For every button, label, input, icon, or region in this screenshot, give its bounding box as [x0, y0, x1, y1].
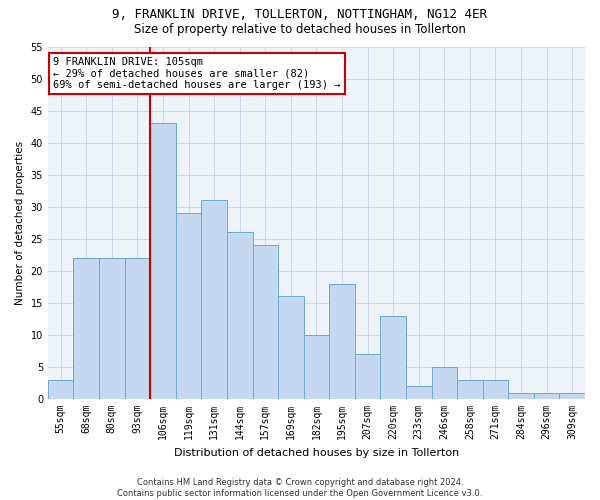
Bar — [406, 386, 431, 399]
Bar — [48, 380, 73, 399]
Bar — [457, 380, 482, 399]
Text: Contains HM Land Registry data © Crown copyright and database right 2024.
Contai: Contains HM Land Registry data © Crown c… — [118, 478, 482, 498]
Bar — [73, 258, 99, 399]
Bar — [253, 245, 278, 399]
Bar — [431, 367, 457, 399]
Bar — [534, 392, 559, 399]
Bar — [304, 335, 329, 399]
Bar — [559, 392, 585, 399]
Text: Size of property relative to detached houses in Tollerton: Size of property relative to detached ho… — [134, 22, 466, 36]
Bar — [176, 213, 202, 399]
Bar — [380, 316, 406, 399]
Text: 9 FRANKLIN DRIVE: 105sqm
← 29% of detached houses are smaller (82)
69% of semi-d: 9 FRANKLIN DRIVE: 105sqm ← 29% of detach… — [53, 57, 341, 90]
Bar — [482, 380, 508, 399]
Bar — [202, 200, 227, 399]
Bar — [125, 258, 150, 399]
X-axis label: Distribution of detached houses by size in Tollerton: Distribution of detached houses by size … — [174, 448, 459, 458]
Text: 9, FRANKLIN DRIVE, TOLLERTON, NOTTINGHAM, NG12 4ER: 9, FRANKLIN DRIVE, TOLLERTON, NOTTINGHAM… — [113, 8, 487, 20]
Y-axis label: Number of detached properties: Number of detached properties — [15, 140, 25, 305]
Bar — [278, 296, 304, 399]
Bar — [227, 232, 253, 399]
Bar — [329, 284, 355, 399]
Bar — [355, 354, 380, 399]
Bar — [508, 392, 534, 399]
Bar — [99, 258, 125, 399]
Bar — [150, 124, 176, 399]
